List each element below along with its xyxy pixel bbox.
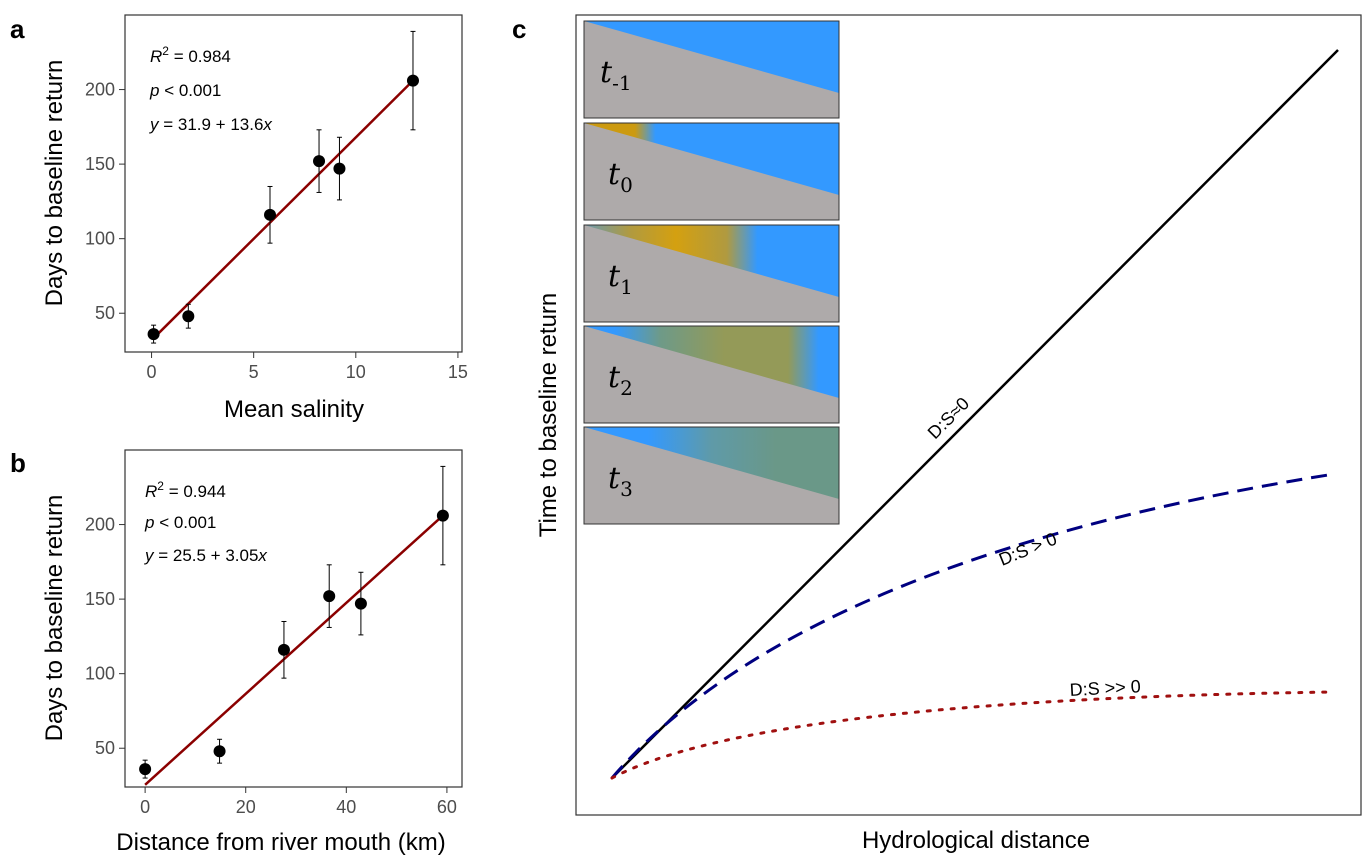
y-axis-title: Time to baseline return bbox=[535, 293, 562, 538]
data-point bbox=[333, 162, 346, 175]
y-tick-label: 50 bbox=[95, 738, 115, 758]
y-tick-label: 150 bbox=[85, 589, 115, 609]
x-tick-label: 0 bbox=[147, 362, 157, 382]
series-line-dotted bbox=[610, 690, 1336, 780]
plot-frame bbox=[124, 449, 463, 788]
data-points bbox=[147, 30, 419, 344]
series-line-dashed bbox=[610, 473, 1329, 779]
data-point bbox=[323, 590, 336, 603]
data-point bbox=[213, 745, 226, 758]
p-annotation: p < 0.001 bbox=[144, 513, 216, 532]
x-axis-title: Hydrological distance bbox=[862, 827, 1090, 854]
data-point bbox=[436, 509, 449, 522]
series-line-solid bbox=[611, 49, 1339, 779]
data-point bbox=[264, 208, 277, 221]
data-points bbox=[139, 465, 449, 779]
y-tick-label: 50 bbox=[95, 303, 115, 323]
inset-label: t3 bbox=[608, 461, 633, 501]
series-label-dotted: D:S >> 0 bbox=[1069, 676, 1141, 700]
panel-c: t-1 t0 t1 t2 t3 D:S≈0 bbox=[535, 14, 1362, 854]
r2-annotation: R2 = 0.944 bbox=[145, 479, 226, 501]
data-point bbox=[354, 597, 367, 610]
inset-label: t2 bbox=[608, 360, 633, 400]
y-axis-title: Days to baseline return bbox=[41, 495, 68, 742]
y-tick-label: 150 bbox=[85, 154, 115, 174]
data-point bbox=[182, 310, 195, 323]
data-point bbox=[313, 155, 326, 168]
y-tick-label: 200 bbox=[85, 515, 115, 535]
x-tick-label: 0 bbox=[140, 797, 150, 817]
inset-label: t1 bbox=[608, 259, 633, 299]
x-tick-label: 5 bbox=[249, 362, 259, 382]
data-point bbox=[139, 763, 152, 776]
tick-group: 0 5 10 15 50 100 150 200 bbox=[85, 80, 468, 382]
y-tick-label: 100 bbox=[85, 664, 115, 684]
inset-t1: t1 bbox=[583, 224, 840, 323]
panel-letter-a: a bbox=[10, 14, 25, 44]
equation-annotation: y = 31.9 + 13.6x bbox=[149, 115, 272, 134]
panel-a: 0 5 10 15 50 100 150 200 R2 = 0.984 p < 0.001 y… bbox=[41, 14, 468, 423]
x-tick-label: 20 bbox=[236, 797, 256, 817]
p-annotation: p < 0.001 bbox=[149, 81, 221, 100]
x-tick-label: 10 bbox=[346, 362, 366, 382]
x-tick-label: 40 bbox=[336, 797, 356, 817]
equation-annotation: y = 25.5 + 3.05x bbox=[144, 546, 267, 565]
inset-t-minus-1: t-1 bbox=[583, 20, 840, 119]
inset-label: t0 bbox=[608, 157, 633, 197]
series-label-dashed: D:S > 0 bbox=[996, 528, 1060, 569]
regression-line bbox=[152, 79, 414, 340]
series-label-solid: D:S≈0 bbox=[924, 393, 973, 442]
tick-group: 0 20 40 60 50 100 150 200 bbox=[85, 515, 457, 817]
r2-annotation: R2 = 0.984 bbox=[150, 44, 231, 66]
y-tick-label: 100 bbox=[85, 229, 115, 249]
x-tick-label: 60 bbox=[437, 797, 457, 817]
y-tick-label: 200 bbox=[85, 80, 115, 100]
plot-frame bbox=[124, 14, 463, 353]
regression-line bbox=[144, 514, 444, 786]
inset-t3: t3 bbox=[583, 426, 840, 525]
inset-label: t-1 bbox=[600, 55, 632, 95]
inset-t2: t2 bbox=[583, 325, 840, 424]
x-axis-title: Mean salinity bbox=[224, 396, 364, 423]
data-point bbox=[277, 643, 290, 656]
y-axis-title: Days to baseline return bbox=[41, 60, 68, 307]
x-axis-title: Distance from river mouth (km) bbox=[116, 829, 445, 855]
plot-frame bbox=[575, 14, 1362, 816]
data-point bbox=[406, 74, 419, 87]
panel-letter-c: c bbox=[512, 14, 526, 44]
x-tick-label: 15 bbox=[448, 362, 468, 382]
data-point bbox=[147, 328, 160, 341]
inset-t0: t0 bbox=[583, 122, 840, 221]
panel-letter-b: b bbox=[10, 448, 26, 478]
